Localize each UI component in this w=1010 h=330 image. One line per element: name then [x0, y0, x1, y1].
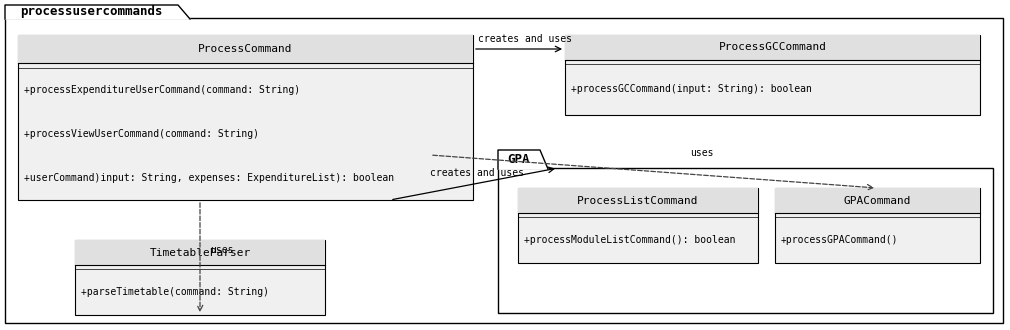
Text: TimetableParser: TimetableParser: [149, 248, 250, 257]
Bar: [498, 168, 993, 313]
Text: uses: uses: [210, 245, 233, 255]
Text: GPACommand: GPACommand: [843, 195, 911, 206]
Text: processusercommands: processusercommands: [20, 6, 163, 18]
Text: ProcessGCCommand: ProcessGCCommand: [718, 43, 826, 52]
Bar: [518, 188, 758, 213]
Bar: [75, 240, 325, 265]
Text: +processExpenditureUserCommand(command: String): +processExpenditureUserCommand(command: …: [24, 85, 300, 95]
Text: GPA: GPA: [508, 153, 530, 166]
Bar: [75, 240, 325, 315]
Text: +processGCCommand(input: String): boolean: +processGCCommand(input: String): boolea…: [571, 84, 812, 94]
Text: uses: uses: [690, 148, 713, 158]
Text: +processModuleListCommand(): boolean: +processModuleListCommand(): boolean: [524, 235, 735, 245]
Text: ProcessCommand: ProcessCommand: [198, 44, 293, 54]
Text: +parseTimetable(command: String): +parseTimetable(command: String): [81, 287, 269, 297]
Text: ProcessListCommand: ProcessListCommand: [578, 195, 699, 206]
Text: +userCommand)input: String, expenses: ExpenditureList): boolean: +userCommand)input: String, expenses: Ex…: [24, 173, 394, 183]
Bar: [775, 188, 980, 263]
Bar: [18, 35, 473, 63]
Text: creates and uses: creates and uses: [430, 168, 524, 178]
Bar: [565, 35, 980, 115]
Polygon shape: [5, 5, 190, 19]
Bar: [518, 188, 758, 263]
Bar: [18, 35, 473, 200]
Bar: [565, 35, 980, 60]
Polygon shape: [498, 150, 548, 169]
Bar: [775, 188, 980, 213]
Text: creates and uses: creates and uses: [478, 34, 572, 44]
Text: +processViewUserCommand(command: String): +processViewUserCommand(command: String): [24, 129, 259, 139]
Text: +processGPACommand(): +processGPACommand(): [781, 235, 899, 245]
